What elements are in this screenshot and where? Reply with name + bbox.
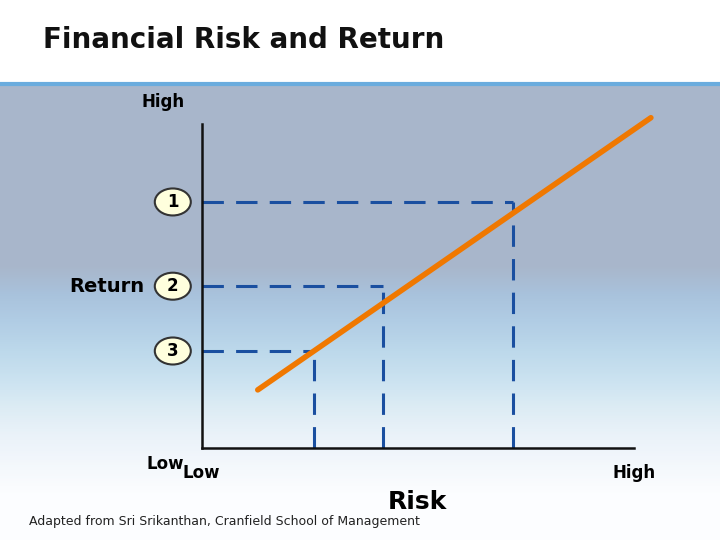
Text: High: High [612, 464, 655, 482]
Text: Low: Low [183, 464, 220, 482]
Text: Financial Risk and Return: Financial Risk and Return [43, 26, 444, 55]
FancyBboxPatch shape [0, 0, 720, 84]
Text: High: High [141, 93, 184, 111]
Text: 1: 1 [167, 193, 179, 211]
Text: Return: Return [69, 276, 144, 296]
Text: Adapted from Sri Srikanthan, Cranfield School of Management: Adapted from Sri Srikanthan, Cranfield S… [29, 515, 420, 528]
Text: 2: 2 [167, 277, 179, 295]
Text: Low: Low [147, 455, 184, 472]
Text: Risk: Risk [388, 490, 447, 514]
Text: 3: 3 [167, 342, 179, 360]
